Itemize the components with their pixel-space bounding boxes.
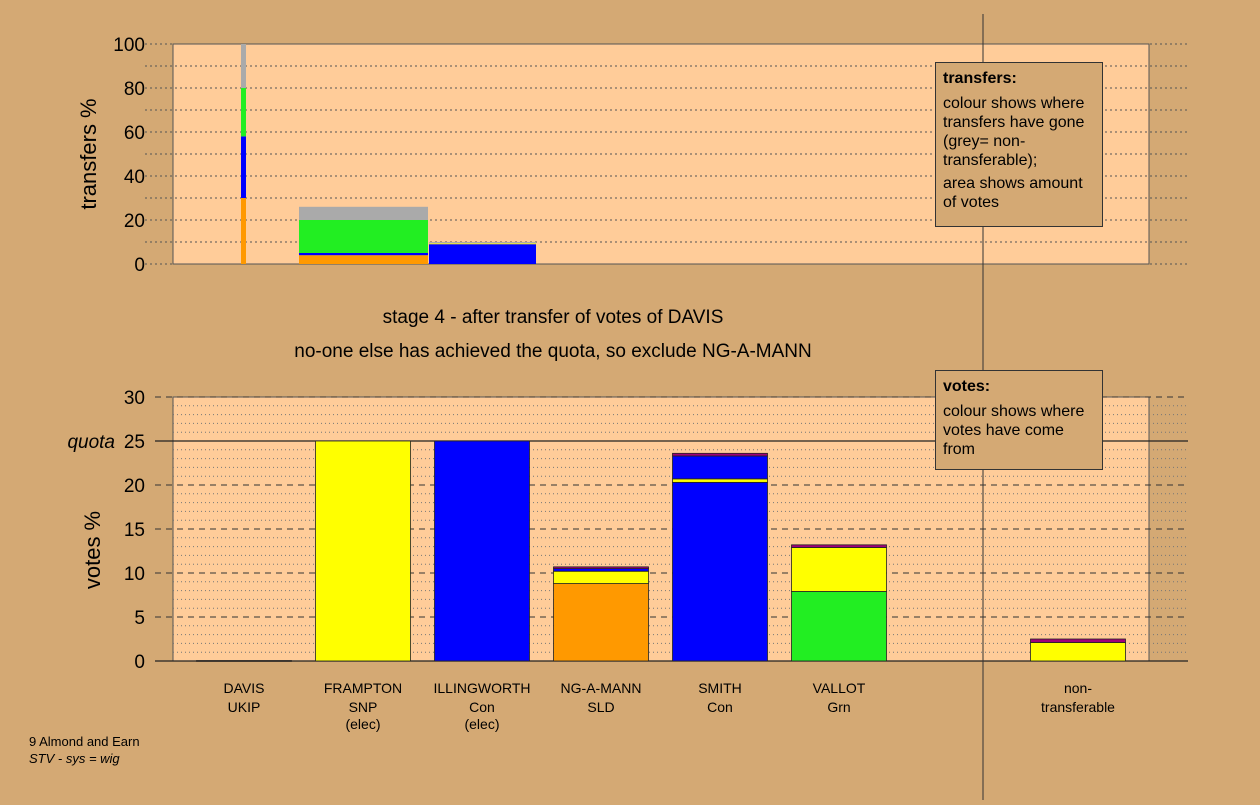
transfers-legend-box: transfers: colour shows where transfers … — [935, 62, 1103, 227]
candidate-name-label: non- — [1064, 680, 1092, 696]
vote-segment-Con — [672, 455, 768, 480]
transfers-y-tick-label: 0 — [134, 255, 145, 276]
transfers-y-tick-label: 100 — [113, 35, 145, 56]
candidate-name-label: DAVIS — [224, 680, 265, 696]
candidate-party-label: UKIP — [228, 699, 261, 715]
footer: 9 Almond and Earn STV - sys = wig — [29, 733, 140, 767]
candidate-status-label: (elec) — [464, 716, 499, 732]
candidate-party-label: SLD — [587, 699, 614, 715]
candidate-party-label: Con — [707, 699, 733, 715]
votes-legend-text1: colour shows where votes have come from — [943, 403, 1085, 458]
transfer-segment-SLD — [299, 255, 428, 264]
vote-segment-SNP — [553, 570, 649, 584]
votes-y-tick-label: 30 — [124, 388, 145, 409]
transfers-y-tick-label: 40 — [124, 167, 145, 188]
stv-system-label: STV - sys = wig — [29, 751, 120, 766]
candidate-party-label: Con — [469, 699, 495, 715]
vote-segment-SNP — [791, 547, 887, 592]
votes-y-tick-label: 25 — [124, 432, 145, 453]
votes-y-tick-label: 10 — [124, 564, 145, 585]
vote-segment-UKIP — [672, 452, 768, 457]
transfers-y-tick-label: 60 — [124, 123, 145, 144]
votes-legend-title: votes: — [943, 378, 991, 395]
vote-segment-Con — [434, 440, 530, 662]
transfer-segment-SLD — [241, 198, 246, 264]
transfers-y-axis-label: transfers % — [76, 98, 101, 209]
candidate-name-label: VALLOT — [813, 680, 866, 696]
candidate-party-label: Grn — [827, 699, 850, 715]
transfer-segment-Con — [241, 136, 246, 198]
transfer-segment-non_transferable — [429, 242, 536, 244]
votes-y-tick-label: 0 — [134, 652, 145, 673]
transfers-legend-text1: colour shows where transfers have gone (… — [943, 95, 1085, 169]
candidate-name-label: FRAMPTON — [324, 680, 402, 696]
candidate-name-label: ILLINGWORTH — [434, 680, 531, 696]
vote-segment-UKIP — [196, 660, 292, 662]
transfer-segment-Con — [429, 244, 536, 264]
headline-line2: no-one else has achieved the quota, so e… — [294, 341, 812, 362]
vote-segment-UKIP — [1030, 638, 1126, 643]
candidate-name-label: NG-A-MANN — [561, 680, 642, 696]
votes-y-tick-label: 20 — [124, 476, 145, 497]
votes-y-tick-label: 5 — [134, 608, 145, 629]
transfer-segment-SNP — [429, 243, 536, 245]
vote-segment-SNP — [1030, 642, 1126, 662]
transfers-legend-text2: area shows amount of votes — [943, 175, 1083, 211]
transfer-segment-Grn — [241, 88, 246, 137]
quota-label: quota — [67, 432, 115, 453]
candidate-party-label: transferable — [1041, 699, 1115, 715]
vote-segment-UKIP — [553, 566, 649, 570]
votes-y-axis-label: votes % — [80, 511, 105, 589]
vote-segment-Grn — [791, 591, 887, 662]
transfer-segment-Con — [299, 253, 428, 256]
headline-line1: stage 4 - after transfer of votes of DAV… — [383, 307, 724, 328]
transfers-y-tick-label: 80 — [124, 79, 145, 100]
transfer-segment-non_transferable — [299, 206, 428, 220]
votes-y-tick-label: 15 — [124, 520, 145, 541]
vote-segment-UKIP — [791, 544, 887, 548]
transfers-legend-title: transfers: — [943, 70, 1017, 87]
transfer-segment-Grn — [299, 220, 428, 253]
candidate-name-label: SMITH — [698, 680, 742, 696]
votes-legend-box: votes: colour shows where votes have com… — [935, 370, 1103, 470]
candidate-party-label: SNP — [349, 699, 378, 715]
vote-segment-Con — [672, 481, 768, 662]
transfers-y-tick-label: 20 — [124, 211, 145, 232]
vote-segment-SNP — [315, 440, 411, 662]
ward-name: 9 Almond and Earn — [29, 734, 140, 749]
transfer-segment-non_transferable — [241, 44, 246, 88]
vote-segment-SNP — [672, 478, 768, 483]
candidate-status-label: (elec) — [345, 716, 380, 732]
vote-segment-SLD — [553, 583, 649, 662]
